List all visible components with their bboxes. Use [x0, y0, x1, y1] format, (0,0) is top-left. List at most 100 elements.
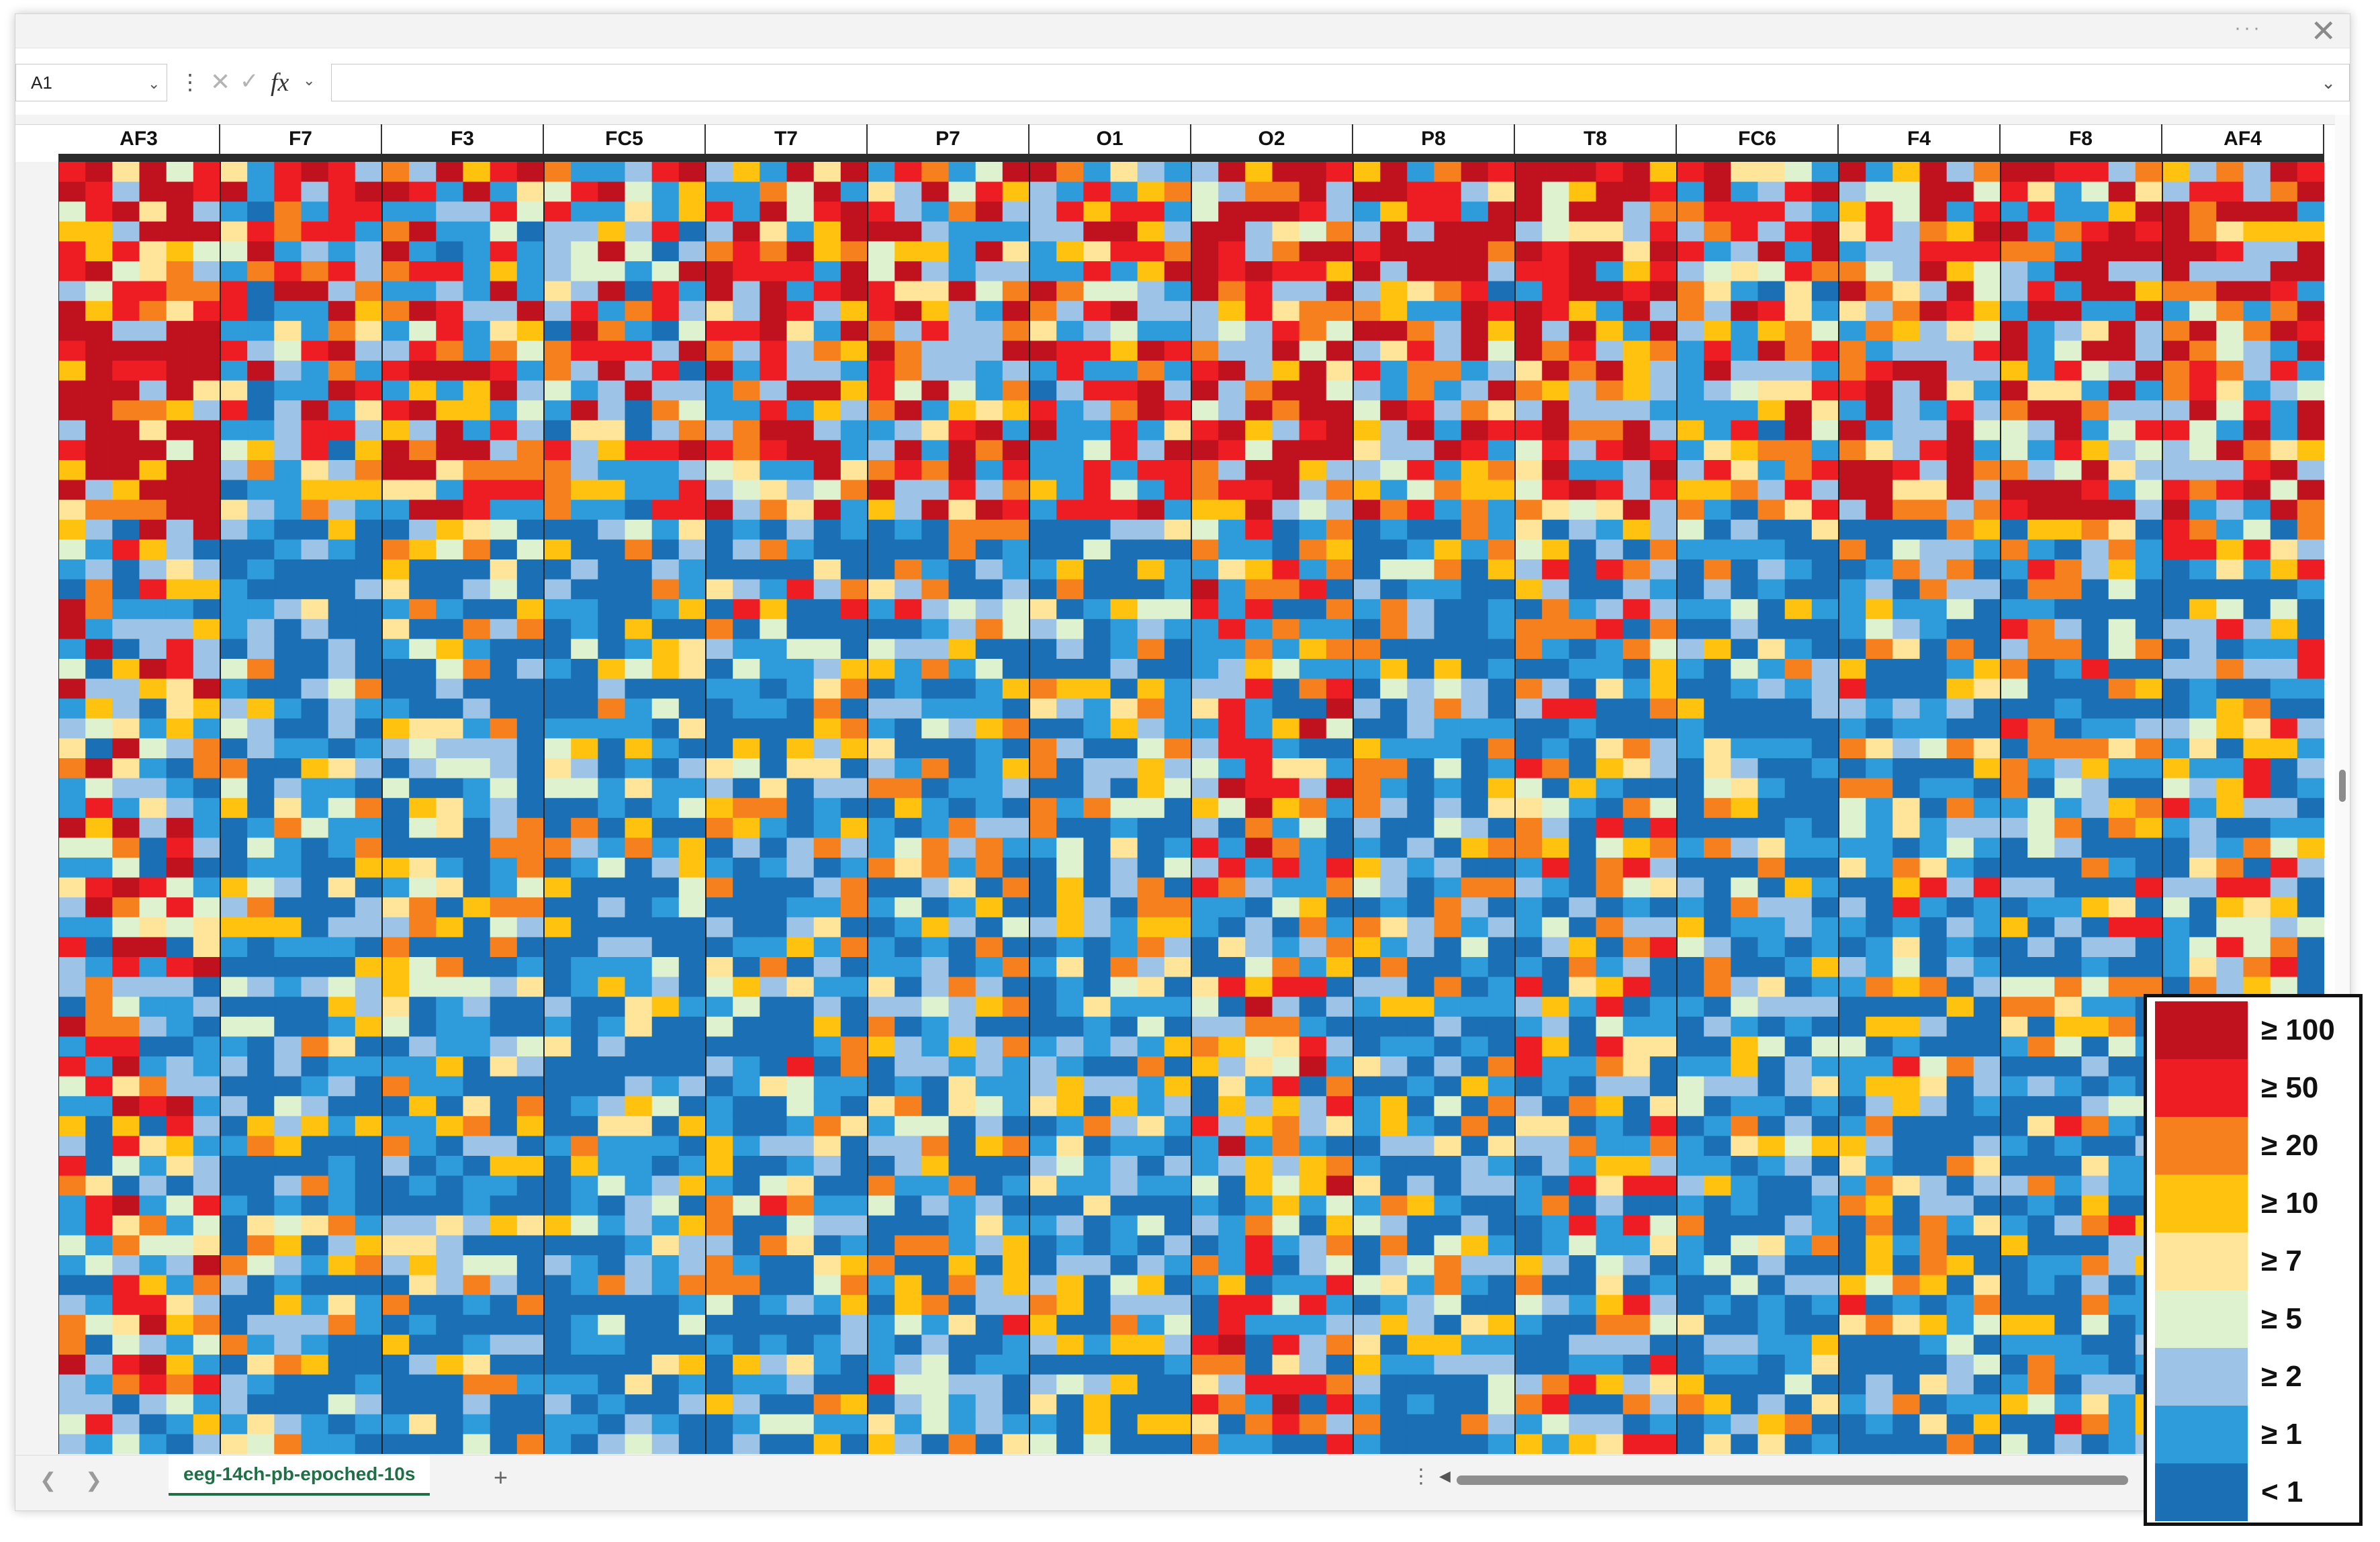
- heatmap-cell[interactable]: [1245, 559, 1273, 580]
- heatmap-cell[interactable]: [516, 698, 545, 719]
- heatmap-cell[interactable]: [247, 758, 275, 779]
- heatmap-cell[interactable]: [1461, 281, 1489, 302]
- heatmap-cell[interactable]: [1272, 1116, 1300, 1136]
- heatmap-cell[interactable]: [112, 1235, 140, 1256]
- heatmap-cell[interactable]: [706, 539, 733, 560]
- heatmap-cell[interactable]: [1757, 639, 1786, 660]
- heatmap-cell[interactable]: [786, 400, 815, 421]
- heatmap-cell[interactable]: [1811, 1116, 1839, 1136]
- heatmap-cell[interactable]: [598, 877, 625, 898]
- heatmap-cell[interactable]: [1191, 301, 1219, 322]
- heatmap-cell[interactable]: [85, 500, 113, 520]
- heatmap-cell[interactable]: [706, 400, 733, 421]
- heatmap-cell[interactable]: [1164, 519, 1192, 540]
- heatmap-cell[interactable]: [1866, 1175, 1893, 1196]
- heatmap-cell[interactable]: [1434, 639, 1462, 660]
- heatmap-cell[interactable]: [1622, 1295, 1651, 1316]
- heatmap-cell[interactable]: [2054, 261, 2082, 282]
- heatmap-cell[interactable]: [786, 221, 815, 242]
- heatmap-cell[interactable]: [706, 599, 733, 620]
- heatmap-cell[interactable]: [1542, 341, 1569, 361]
- heatmap-cell[interactable]: [1218, 1116, 1246, 1136]
- heatmap-cell[interactable]: [2001, 519, 2028, 540]
- heatmap-cell[interactable]: [1110, 341, 1138, 361]
- heatmap-cell[interactable]: [1137, 1096, 1165, 1117]
- heatmap-cell[interactable]: [436, 1156, 463, 1177]
- heatmap-cell[interactable]: [1110, 181, 1138, 202]
- heatmap-cell[interactable]: [1164, 798, 1192, 819]
- heatmap-cell[interactable]: [760, 718, 787, 739]
- heatmap-cell[interactable]: [1811, 858, 1839, 878]
- heatmap-cell[interactable]: [1784, 1156, 1813, 1177]
- heatmap-cell[interactable]: [786, 1355, 815, 1375]
- heatmap-cell[interactable]: [2027, 361, 2055, 381]
- heatmap-cell[interactable]: [1002, 1394, 1030, 1415]
- heatmap-cell[interactable]: [1110, 798, 1138, 819]
- heatmap-cell[interactable]: [2027, 1295, 2055, 1316]
- heatmap-cell[interactable]: [2027, 1175, 2055, 1196]
- heatmap-cell[interactable]: [85, 181, 113, 202]
- heatmap-cell[interactable]: [1757, 937, 1786, 958]
- heatmap-cell[interactable]: [1892, 460, 1920, 481]
- heatmap-cell[interactable]: [1110, 1334, 1138, 1355]
- heatmap-cell[interactable]: [85, 858, 113, 878]
- heatmap-cell[interactable]: [1272, 599, 1300, 620]
- heatmap-cell[interactable]: [382, 480, 410, 500]
- heatmap-cell[interactable]: [1137, 778, 1165, 799]
- heatmap-cell[interactable]: [220, 1275, 248, 1296]
- heatmap-cell[interactable]: [409, 1255, 437, 1276]
- heatmap-cell[interactable]: [651, 817, 680, 838]
- heatmap-cell[interactable]: [1596, 1275, 1624, 1296]
- heatmap-cell[interactable]: [409, 1096, 437, 1117]
- heatmap-cell[interactable]: [921, 817, 949, 838]
- heatmap-cell[interactable]: [516, 301, 545, 322]
- heatmap-cell[interactable]: [544, 281, 571, 302]
- heatmap-cell[interactable]: [544, 778, 571, 799]
- heatmap-cell[interactable]: [1164, 480, 1192, 500]
- heatmap-cell[interactable]: [571, 320, 598, 341]
- heatmap-cell[interactable]: [598, 997, 625, 1017]
- heatmap-cell[interactable]: [1973, 659, 2001, 680]
- heatmap-cell[interactable]: [1757, 977, 1786, 997]
- heatmap-cell[interactable]: [463, 858, 491, 878]
- heatmap-cell[interactable]: [1461, 639, 1489, 660]
- heatmap-cell[interactable]: [706, 1295, 733, 1316]
- heatmap-cell[interactable]: [1137, 1295, 1165, 1316]
- heatmap-cell[interactable]: [490, 1255, 518, 1276]
- heatmap-cell[interactable]: [1056, 261, 1084, 282]
- heatmap-cell[interactable]: [975, 758, 1003, 779]
- heatmap-cell[interactable]: [1919, 400, 1948, 421]
- heatmap-cell[interactable]: [1353, 977, 1381, 997]
- heatmap-cell[interactable]: [1272, 639, 1300, 660]
- heatmap-cell[interactable]: [58, 162, 86, 183]
- heatmap-cell[interactable]: [1407, 937, 1434, 958]
- heatmap-cell[interactable]: [1083, 738, 1111, 759]
- heatmap-cell[interactable]: [625, 181, 653, 202]
- heatmap-cell[interactable]: [490, 698, 518, 719]
- heatmap-cell[interactable]: [1811, 917, 1839, 938]
- heatmap-cell[interactable]: [1811, 977, 1839, 997]
- heatmap-cell[interactable]: [1137, 440, 1165, 461]
- heatmap-cell[interactable]: [1866, 1116, 1893, 1136]
- heatmap-cell[interactable]: [409, 539, 437, 560]
- heatmap-cell[interactable]: [786, 678, 815, 699]
- heatmap-cell[interactable]: [1488, 937, 1516, 958]
- heatmap-cell[interactable]: [1002, 1374, 1030, 1395]
- heatmap-cell[interactable]: [193, 460, 221, 481]
- heatmap-cell[interactable]: [1731, 698, 1758, 719]
- heatmap-cell[interactable]: [1002, 519, 1030, 540]
- heatmap-cell[interactable]: [274, 1016, 302, 1037]
- heatmap-cell[interactable]: [1083, 480, 1111, 500]
- heatmap-cell[interactable]: [1919, 1255, 1948, 1276]
- heatmap-cell[interactable]: [436, 539, 463, 560]
- heatmap-cell[interactable]: [1892, 181, 1920, 202]
- heatmap-cell[interactable]: [436, 1195, 463, 1216]
- heatmap-cell[interactable]: [921, 758, 949, 779]
- heatmap-cell[interactable]: [544, 320, 571, 341]
- heatmap-cell[interactable]: [1866, 1036, 1893, 1057]
- heatmap-cell[interactable]: [301, 1255, 329, 1276]
- heatmap-cell[interactable]: [1029, 1275, 1057, 1296]
- heatmap-cell[interactable]: [1299, 817, 1327, 838]
- heatmap-cell[interactable]: [625, 1255, 653, 1276]
- heatmap-cell[interactable]: [1245, 281, 1273, 302]
